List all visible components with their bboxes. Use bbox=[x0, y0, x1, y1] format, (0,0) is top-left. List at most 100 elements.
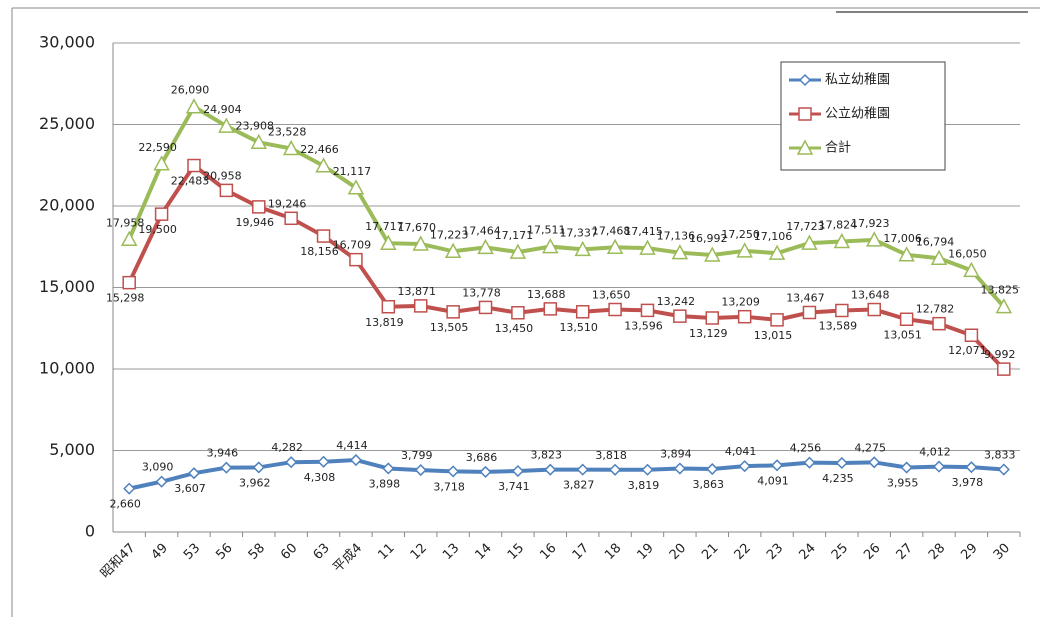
point bbox=[932, 460, 946, 473]
point bbox=[964, 328, 979, 342]
point bbox=[155, 475, 168, 488]
value-label: 13,242 bbox=[657, 295, 696, 308]
point bbox=[798, 107, 812, 121]
x-tick-label: 昭和47 bbox=[98, 541, 139, 582]
series-line bbox=[127, 162, 1006, 371]
value-label: 4,282 bbox=[271, 441, 303, 454]
point bbox=[252, 200, 266, 214]
x-tick-label: 27 bbox=[894, 541, 916, 563]
value-label: 13,589 bbox=[819, 319, 858, 332]
point bbox=[252, 461, 265, 474]
value-label: 13,450 bbox=[495, 322, 534, 335]
value-label: 3,799 bbox=[401, 449, 433, 462]
point bbox=[446, 305, 460, 319]
value-label: 13,825 bbox=[981, 284, 1020, 297]
x-tick-label: 28 bbox=[926, 541, 948, 563]
point bbox=[833, 232, 851, 249]
point bbox=[542, 237, 559, 254]
point bbox=[153, 155, 170, 171]
value-label: 13,819 bbox=[365, 316, 404, 329]
point bbox=[932, 316, 946, 331]
value-label: 3,955 bbox=[887, 477, 919, 490]
value-label: 13,648 bbox=[851, 289, 890, 302]
value-label: 24,904 bbox=[203, 103, 242, 116]
value-label: 19,246 bbox=[268, 197, 307, 210]
value-label: 17,670 bbox=[397, 221, 436, 234]
value-label: 4,091 bbox=[757, 474, 789, 487]
value-label: 17,723 bbox=[786, 220, 825, 233]
value-label: 17,223 bbox=[430, 228, 469, 241]
point bbox=[803, 456, 816, 469]
value-label: 17,464 bbox=[462, 224, 501, 237]
point bbox=[447, 465, 460, 478]
y-tick-label: 20,000 bbox=[39, 196, 95, 215]
point bbox=[574, 240, 591, 257]
point bbox=[900, 461, 913, 474]
value-label: 13,051 bbox=[883, 328, 922, 341]
x-tick-label: 58 bbox=[246, 541, 268, 563]
value-label: 3,946 bbox=[207, 447, 239, 460]
point bbox=[640, 303, 655, 318]
point bbox=[284, 211, 298, 226]
point bbox=[122, 275, 136, 290]
value-label: 3,978 bbox=[952, 476, 984, 489]
point bbox=[736, 242, 753, 258]
value-label: 13,129 bbox=[689, 327, 728, 340]
point bbox=[868, 456, 881, 469]
value-label: 23,908 bbox=[236, 119, 275, 132]
legend-label: 私立幼稚園 bbox=[825, 73, 890, 88]
value-label: 18,156 bbox=[300, 245, 339, 258]
point bbox=[575, 305, 590, 319]
point bbox=[349, 252, 363, 267]
value-label: 21,117 bbox=[333, 165, 372, 178]
value-label: 4,012 bbox=[919, 446, 951, 459]
point bbox=[120, 230, 138, 247]
y-tick-label: 25,000 bbox=[39, 114, 95, 133]
point bbox=[478, 300, 493, 315]
y-tick-label: 0 bbox=[85, 522, 95, 541]
value-label: 13,871 bbox=[397, 285, 436, 298]
value-label: 17,337 bbox=[559, 226, 598, 239]
point bbox=[219, 183, 234, 198]
value-label: 4,414 bbox=[336, 439, 368, 452]
value-label: 13,650 bbox=[592, 289, 631, 302]
value-label: 22,590 bbox=[138, 141, 177, 154]
series-line bbox=[128, 458, 1004, 491]
value-label: 17,415 bbox=[624, 225, 663, 238]
point bbox=[608, 302, 622, 317]
point bbox=[347, 179, 365, 195]
point bbox=[317, 455, 330, 468]
value-label: 13,505 bbox=[430, 321, 469, 334]
value-label: 3,962 bbox=[239, 476, 271, 489]
point bbox=[898, 246, 915, 262]
x-tick-label: 30 bbox=[991, 541, 1013, 563]
point bbox=[477, 238, 494, 255]
point bbox=[413, 299, 428, 313]
x-tick-label: 17 bbox=[570, 541, 592, 563]
value-label: 3,607 bbox=[174, 482, 206, 495]
x-tick-label: 23 bbox=[764, 541, 786, 563]
series-line bbox=[127, 103, 1006, 308]
legend-label: 公立幼稚園 bbox=[825, 107, 890, 122]
x-tick-label: 53 bbox=[181, 541, 203, 563]
value-label: 16,794 bbox=[916, 235, 955, 248]
x-tick-label: 15 bbox=[505, 541, 527, 563]
point bbox=[737, 309, 752, 324]
point bbox=[965, 461, 978, 474]
x-tick-label: 29 bbox=[958, 541, 980, 563]
point bbox=[802, 305, 817, 320]
point bbox=[382, 462, 395, 475]
value-label: 22,483 bbox=[171, 175, 210, 188]
point bbox=[865, 231, 883, 247]
value-label: 13,467 bbox=[786, 291, 825, 304]
point bbox=[576, 463, 589, 476]
point bbox=[963, 261, 980, 278]
value-label: 16,992 bbox=[689, 232, 728, 245]
x-tick-label: 19 bbox=[634, 541, 656, 563]
point bbox=[250, 133, 268, 150]
point bbox=[796, 139, 814, 155]
value-label: 16,050 bbox=[948, 247, 987, 260]
point bbox=[444, 242, 462, 259]
x-tick-label: 24 bbox=[796, 541, 818, 563]
value-label: 13,015 bbox=[754, 329, 793, 342]
